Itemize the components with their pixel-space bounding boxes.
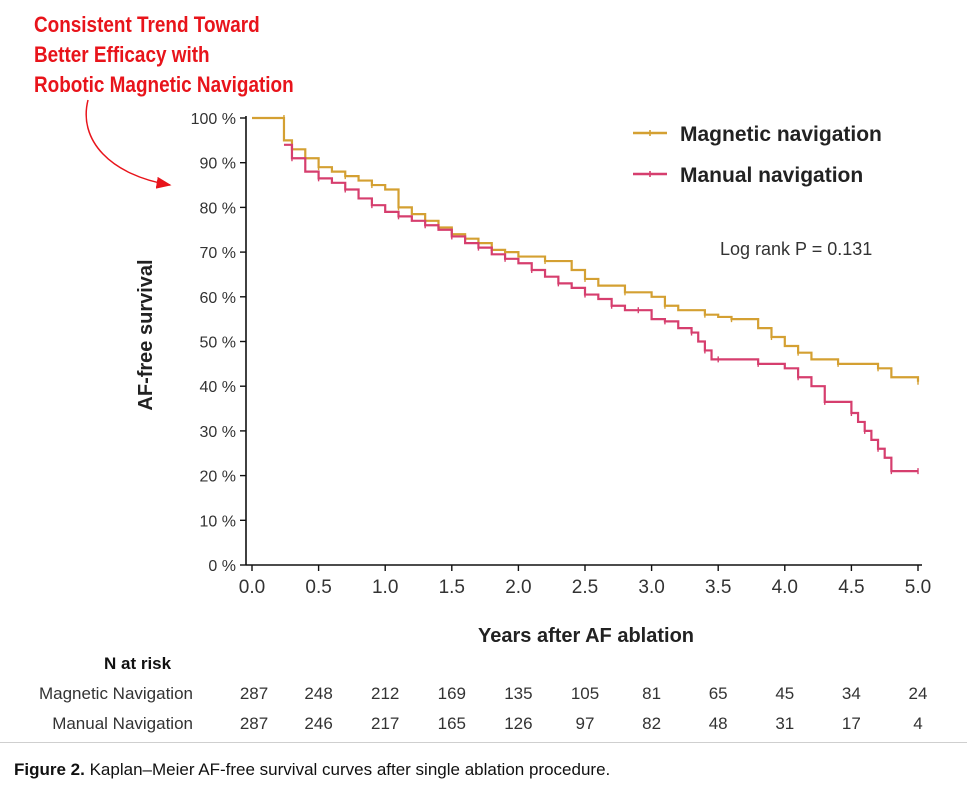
chart-axes: 0.0 0.5 1.0 1.5 2.0 2.5 3.0 3.5 4.0 4.5 5.0 0 % 10 %…	[191, 111, 932, 598]
risk-value-magnetic: 65	[708, 684, 728, 703]
risk-value-magnetic: 45	[775, 684, 795, 703]
callout-line-2: Better Efficacy with	[34, 42, 210, 67]
risk-value-magnetic: 24	[908, 684, 928, 703]
x-tick-label: 4.5	[838, 577, 864, 598]
x-tick-label: 2.0	[505, 577, 531, 598]
y-tick-label: 70 %	[200, 245, 236, 262]
risk-table-title: N at risk	[104, 654, 172, 673]
y-axis-label: AF-free survival	[135, 259, 157, 410]
x-axis-label: Years after AF ablation	[478, 625, 694, 647]
y-tick-label: 80 %	[200, 200, 236, 217]
risk-row-label-magnetic: Magnetic Navigation	[38, 684, 193, 703]
risk-value-magnetic: 248	[304, 684, 333, 703]
x-tick-label: 5.0	[905, 577, 931, 598]
risk-value-manual: 246	[304, 714, 333, 733]
callout-text: Consistent Trend Toward Better Efficacy …	[34, 10, 294, 100]
risk-value-magnetic: 81	[642, 684, 662, 703]
risk-value-magnetic: 105	[570, 684, 600, 703]
risk-value-manual: 4	[913, 714, 923, 733]
risk-row-label-manual: Manual Navigation	[52, 714, 193, 733]
y-tick-label: 10 %	[200, 513, 236, 530]
legend-label-magnetic: Magnetic navigation	[680, 123, 882, 146]
callout-line-3: Robotic Magnetic Navigation	[34, 72, 294, 97]
risk-value-manual: 82	[642, 714, 662, 733]
risk-value-magnetic: 169	[437, 684, 466, 703]
risk-value-manual: 287	[239, 714, 269, 733]
x-tick-label: 1.0	[372, 577, 398, 598]
y-tick-label: 60 %	[200, 290, 236, 307]
risk-value-magnetic: 287	[239, 684, 269, 703]
y-tick-label: 40 %	[200, 379, 236, 396]
x-tick-label: 3.5	[705, 577, 731, 598]
risk-value-manual: 17	[841, 714, 861, 733]
caption-label: Figure 2.	[14, 760, 85, 779]
caption-divider	[0, 742, 967, 743]
risk-value-magnetic: 34	[841, 684, 861, 703]
risk-value-manual: 126	[504, 714, 533, 733]
callout-line-1: Consistent Trend Toward	[34, 12, 260, 37]
callout-arrow	[85, 99, 172, 189]
survival-chart: 0.0 0.5 1.0 1.5 2.0 2.5 3.0 3.5 4.0 4.5 5.0 0 % 10 %…	[85, 99, 932, 647]
risk-value-manual: 31	[775, 714, 795, 733]
risk-value-manual: 97	[575, 714, 595, 733]
figure-caption: Figure 2. Kaplan–Meier AF-free survival …	[14, 760, 610, 780]
risk-value-manual: 165	[437, 714, 466, 733]
x-tick-label: 0.0	[239, 577, 265, 598]
x-tick-label: 1.5	[439, 577, 465, 598]
chart-legend: Magnetic navigation Manual navigation	[633, 123, 882, 187]
y-tick-label: 20 %	[200, 469, 236, 486]
y-tick-label: 90 %	[200, 156, 236, 173]
risk-value-magnetic: 212	[371, 684, 400, 703]
manual-navigation-curve	[283, 143, 918, 473]
y-tick-label: 0 %	[208, 558, 236, 575]
y-tick-label: 100 %	[191, 111, 236, 128]
legend-label-manual: Manual navigation	[680, 164, 863, 187]
x-tick-label: 2.5	[572, 577, 598, 598]
chart-series	[252, 115, 920, 475]
caption-text: Kaplan–Meier AF-free survival curves aft…	[89, 760, 611, 779]
x-tick-label: 0.5	[305, 577, 331, 598]
risk-value-manual: 217	[371, 714, 400, 733]
risk-value-manual: 48	[708, 714, 728, 733]
x-tick-label: 3.0	[638, 577, 664, 598]
x-tick-label: 4.0	[772, 577, 798, 598]
y-tick-label: 50 %	[200, 335, 236, 352]
log-rank-annotation: Log rank P = 0.131	[720, 239, 872, 259]
y-tick-label: 30 %	[200, 424, 236, 441]
risk-value-magnetic: 135	[504, 684, 533, 703]
